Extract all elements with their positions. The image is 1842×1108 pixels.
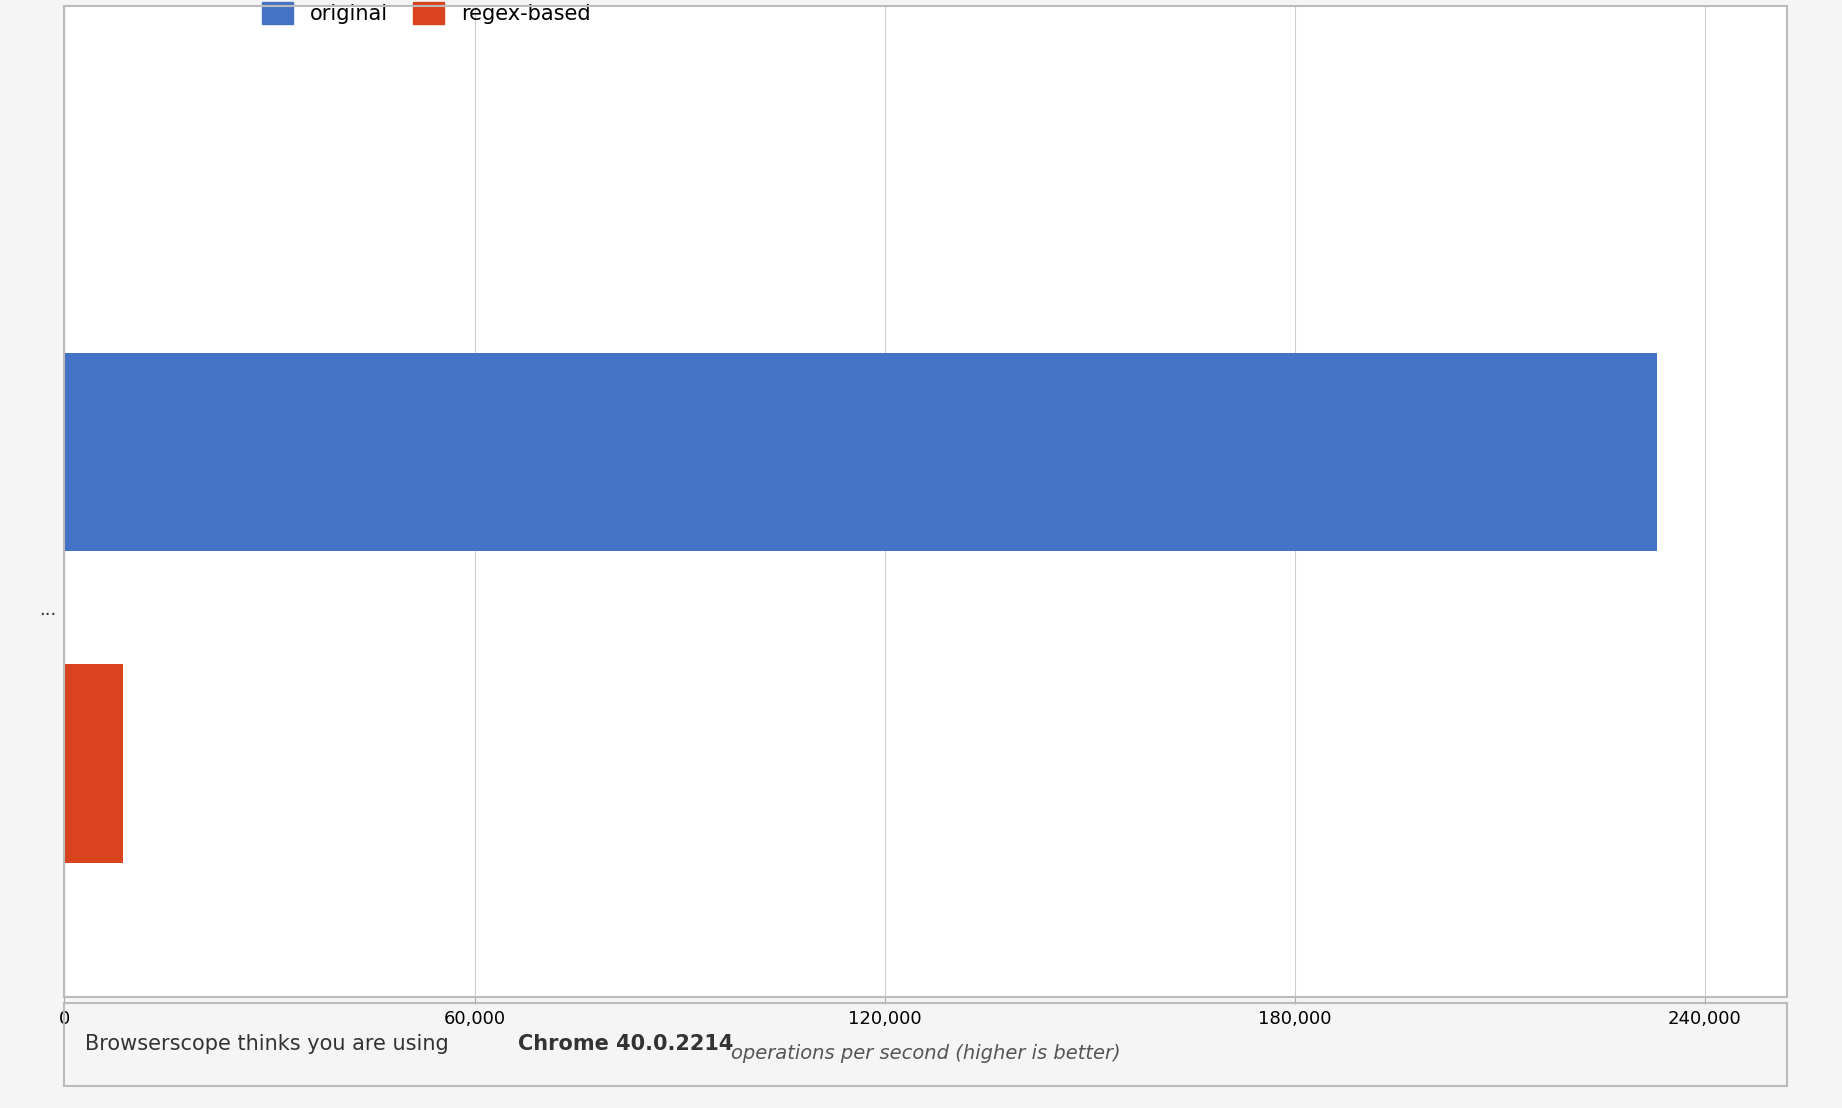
Bar bbox=[64, 352, 1658, 551]
Bar bbox=[64, 665, 123, 863]
Legend: original, regex-based: original, regex-based bbox=[256, 0, 597, 30]
Text: Browserscope thinks you are using: Browserscope thinks you are using bbox=[85, 1034, 455, 1055]
Text: Chrome 40.0.2214: Chrome 40.0.2214 bbox=[518, 1034, 733, 1055]
X-axis label: operations per second (higher is better): operations per second (higher is better) bbox=[731, 1045, 1120, 1064]
